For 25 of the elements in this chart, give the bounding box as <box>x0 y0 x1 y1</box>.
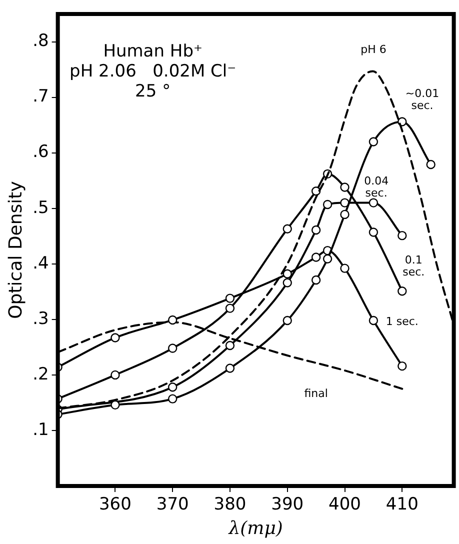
y-tick-label: .4 <box>32 253 49 274</box>
series-label: 0.1 sec. <box>402 254 425 279</box>
x-tick-label: 410 <box>386 494 418 515</box>
x-tick-label: 390 <box>271 494 304 515</box>
series-label: pH 6 <box>360 42 386 56</box>
y-tick-label: .8 <box>32 31 49 52</box>
series-label: final <box>304 387 328 400</box>
annotation: Human Hb⁺ <box>103 41 202 62</box>
annotation: pH 2.06 0.02M Cl⁻ <box>70 61 236 82</box>
y-tick-label: .7 <box>32 86 49 107</box>
y-tick-label: .3 <box>32 308 49 329</box>
series-label: 1 sec. <box>386 315 418 328</box>
y-tick-label: .1 <box>32 420 49 440</box>
x-axis-title: λ(mμ) <box>228 518 283 539</box>
y-tick-label: .5 <box>32 198 49 218</box>
x-tick-label: 380 <box>214 494 246 515</box>
x-tick-label: 360 <box>98 494 132 515</box>
x-tick-label: 370 <box>156 494 189 515</box>
y-axis-title: Optical Density <box>5 180 26 319</box>
x-tick-label: 400 <box>328 494 361 515</box>
y-tick-label: .2 <box>32 364 49 384</box>
series-label: ~0.01 sec. <box>405 86 440 112</box>
y-tick-label: .6 <box>32 142 49 162</box>
annotation: 25 ° <box>135 81 171 102</box>
series-label: 0.04 sec. <box>364 174 389 200</box>
